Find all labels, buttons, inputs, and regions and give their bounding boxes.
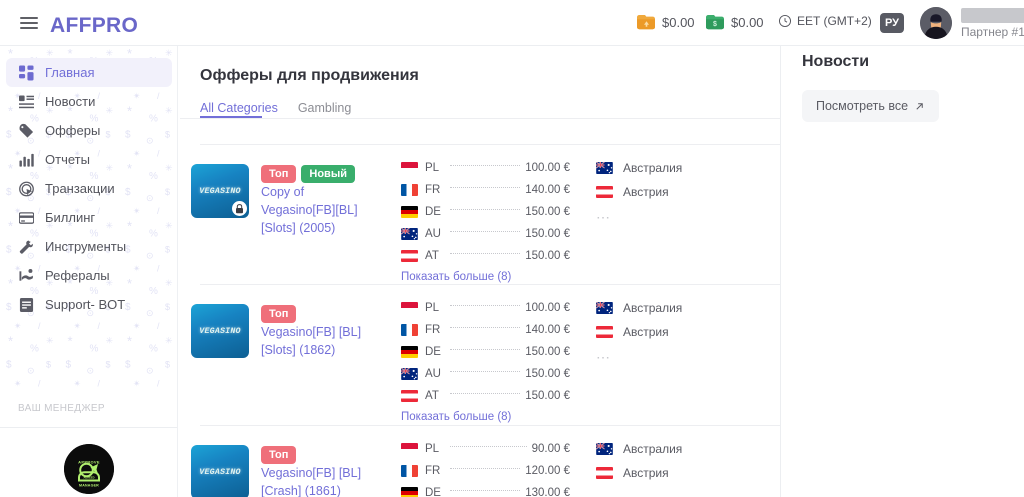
svg-text:MANAGER: MANAGER <box>79 484 99 488</box>
svg-text:AGREED: AGREED <box>83 475 94 479</box>
svg-text:$: $ <box>713 21 717 28</box>
